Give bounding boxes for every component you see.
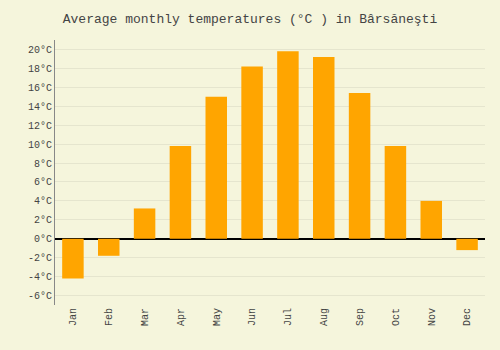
- svg-text:20°C: 20°C: [28, 45, 52, 56]
- svg-text:12°C: 12°C: [28, 121, 52, 132]
- svg-text:-6°C: -6°C: [28, 291, 52, 302]
- svg-text:Mar: Mar: [140, 308, 151, 326]
- svg-text:0°C: 0°C: [34, 234, 52, 245]
- svg-text:Feb: Feb: [104, 308, 115, 326]
- svg-text:-2°C: -2°C: [28, 253, 52, 264]
- svg-text:Dec: Dec: [462, 308, 473, 326]
- svg-text:Jan: Jan: [68, 308, 79, 326]
- svg-text:8°C: 8°C: [34, 159, 52, 170]
- svg-text:10°C: 10°C: [28, 140, 52, 151]
- svg-text:-4°C: -4°C: [28, 272, 52, 283]
- svg-text:Oct: Oct: [391, 308, 402, 326]
- svg-text:Nov: Nov: [427, 308, 438, 326]
- svg-text:Apr: Apr: [176, 308, 187, 326]
- svg-text:Jun: Jun: [247, 308, 258, 326]
- svg-text:4°C: 4°C: [34, 196, 52, 207]
- svg-text:Jul: Jul: [283, 308, 294, 326]
- svg-text:Average monthly temperatures (: Average monthly temperatures (°C ) in Bâ…: [63, 12, 438, 27]
- svg-text:18°C: 18°C: [28, 64, 52, 75]
- svg-text:May: May: [212, 308, 223, 326]
- svg-text:Sep: Sep: [355, 308, 366, 326]
- svg-text:14°C: 14°C: [28, 102, 52, 113]
- svg-text:2°C: 2°C: [34, 215, 52, 226]
- svg-text:16°C: 16°C: [28, 83, 52, 94]
- svg-text:Aug: Aug: [319, 308, 330, 326]
- svg-text:6°C: 6°C: [34, 177, 52, 188]
